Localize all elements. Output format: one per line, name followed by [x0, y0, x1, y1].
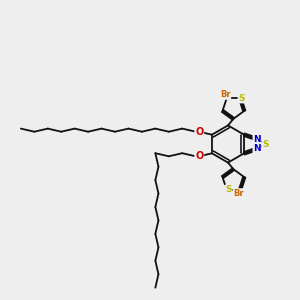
- Text: S: S: [225, 185, 231, 194]
- Text: S: S: [238, 94, 245, 103]
- Text: N: N: [253, 135, 261, 144]
- Text: O: O: [195, 127, 203, 137]
- Text: O: O: [195, 151, 203, 161]
- Text: N: N: [253, 144, 261, 153]
- Text: Br: Br: [233, 189, 244, 198]
- Text: S: S: [262, 140, 269, 148]
- Text: Br: Br: [220, 90, 230, 99]
